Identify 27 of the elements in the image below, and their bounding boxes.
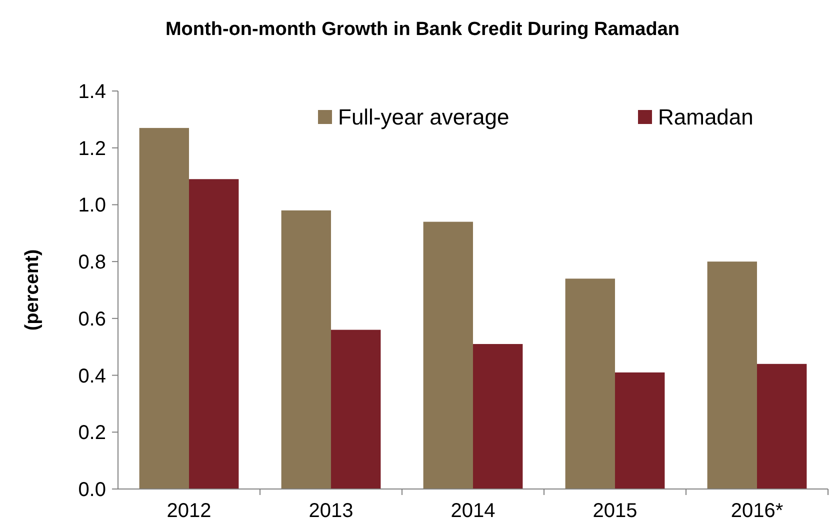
y-tick-label: 0.4 (78, 365, 106, 388)
x-tick-label: 2014 (450, 500, 496, 522)
bar (473, 344, 523, 489)
y-tick-label: 1.0 (78, 194, 106, 217)
bar (423, 222, 473, 489)
chart-title: Month-on-month Growth in Bank Credit During Ramadan (165, 19, 680, 40)
bar (281, 210, 331, 489)
bar (331, 330, 381, 489)
y-tick-label: 0.8 (78, 252, 106, 274)
x-tick-label: 2015 (592, 500, 638, 522)
x-tick-label: 2016* (730, 500, 784, 522)
legend-label: Ramadan (658, 104, 754, 130)
bar (757, 364, 807, 489)
y-tick-label: 1.4 (78, 81, 106, 103)
legend-label: Full-year average (338, 104, 510, 130)
y-axis-title: (percent) (22, 249, 43, 331)
y-tick-label: 1.2 (78, 138, 106, 160)
x-tick-label: 2013 (308, 500, 354, 522)
y-tick-label: 0.0 (78, 479, 106, 501)
bar (189, 179, 239, 489)
bar (615, 372, 665, 489)
x-tick-label: 2012 (166, 500, 212, 522)
y-tick-label: 0.6 (78, 308, 106, 330)
y-tick-label: 0.2 (78, 422, 106, 444)
bar (565, 278, 615, 489)
bar (139, 128, 189, 489)
bar (707, 262, 757, 489)
